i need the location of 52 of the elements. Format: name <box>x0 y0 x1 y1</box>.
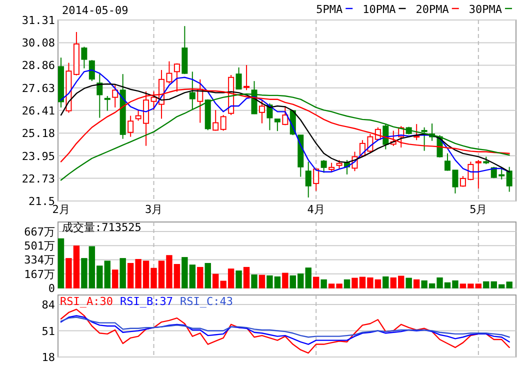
x-tick-label: 3月 <box>144 203 163 216</box>
series-label: RSI_B:37 <box>120 295 173 308</box>
legend-label: 30PMA <box>468 3 502 16</box>
y-tick-label: 22.73 <box>22 172 55 186</box>
y-tick-label: 334万 <box>24 254 55 267</box>
bar <box>58 238 64 288</box>
y-tick-label: 51 <box>42 324 55 338</box>
bar <box>197 266 204 288</box>
bar <box>120 258 126 288</box>
bar <box>112 270 118 288</box>
y-tick-label: 84 <box>42 298 56 312</box>
y-tick-label: 501万 <box>24 240 55 253</box>
y-tick-label: 25.18 <box>22 127 55 140</box>
bar <box>305 268 312 288</box>
y-tick-label: 18 <box>42 351 55 364</box>
bar <box>320 279 327 288</box>
y-tick-label: 31.31 <box>22 14 55 27</box>
y-tick-label: 21.5 <box>28 195 55 208</box>
legend-label: 5PMA <box>316 3 343 16</box>
y-tick-label: 26.41 <box>22 104 55 118</box>
line-series <box>60 93 510 181</box>
y-tick-label: 0 <box>48 282 55 295</box>
y-tick-label: 667万 <box>24 226 55 239</box>
bar <box>251 274 258 288</box>
bar <box>382 276 389 288</box>
bar <box>344 279 350 288</box>
y-tick-label: 30.08 <box>22 36 55 50</box>
bar <box>243 266 250 288</box>
series-label: RSI_A:30 <box>60 295 113 308</box>
x-tick-label: 4月 <box>307 203 325 216</box>
y-tick-label: 28.86 <box>22 59 55 72</box>
line-series <box>60 315 510 345</box>
line-series <box>60 316 510 338</box>
series-label: RSI_C:43 <box>180 295 233 308</box>
bar <box>258 274 266 288</box>
line-series <box>60 308 510 354</box>
chart-title: 2014-05-09 <box>62 4 128 17</box>
y-tick-label: 167万 <box>24 268 55 281</box>
bar <box>204 262 211 288</box>
legend-label: 20PMA <box>416 3 450 16</box>
chart-title: 成交量:713525 <box>62 221 142 234</box>
bar <box>413 279 420 288</box>
bar <box>312 276 320 288</box>
legend-label: 10PMA <box>362 3 396 16</box>
x-tick-label: 2月 <box>52 203 70 216</box>
x-tick-label: 5月 <box>470 203 488 216</box>
bar <box>282 272 288 288</box>
bar <box>406 278 412 288</box>
bar <box>236 270 242 288</box>
y-tick-label: 23.95 <box>22 150 55 163</box>
y-tick-label: 27.63 <box>22 82 55 95</box>
line-series <box>60 88 510 162</box>
